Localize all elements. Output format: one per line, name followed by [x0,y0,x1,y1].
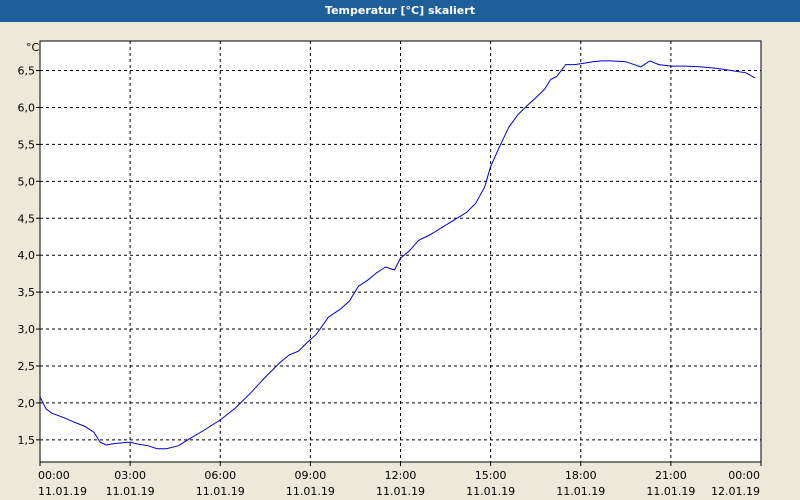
y-tick-label: 3,5 [18,286,36,299]
x-tick-time-label: 09:00 [295,469,327,482]
y-tick-label: 6,0 [18,101,36,114]
x-tick-time-label: 00:00 [728,469,760,482]
x-axis-ticks: 00:00 11.01.19 03:00 11.01.19 06:00 11.01.19 0… [38,462,762,498]
grid [40,41,761,462]
x-tick-date-label: 11.01.19 [646,485,695,498]
y-tick-label: 6,5 [18,65,36,78]
x-tick-time-label: 21:00 [655,469,687,482]
y-tick-label: 4,0 [18,249,36,262]
temperature-chart: 1,5 2,0 2,5 3,0 3,5 4,0 4,5 5,0 5,5 6,0 6,5 00:00 1… [18,40,762,498]
temperature-series-line [39,60,756,450]
y-tick-label: 3,0 [18,323,36,336]
y-tick-label: 1,5 [18,434,36,447]
x-tick-date-label: 11.01.19 [376,485,425,498]
x-tick-date-label: 11.01.19 [106,485,155,498]
x-tick-date-label: 11.01.19 [556,485,605,498]
x-tick-date-label: 12.01.19 [711,485,760,498]
x-tick-time-label: 15:00 [475,469,507,482]
x-tick-time-label: 18:00 [565,469,597,482]
y-tick-label: 5,0 [18,175,36,188]
y-tick-label: 2,0 [18,397,36,410]
y-tick-label: 2,5 [18,360,36,373]
x-tick-time-label: 12:00 [385,469,417,482]
window-title: Temperatur [°C] skaliert [0,0,800,22]
x-tick-date-label: 11.01.19 [466,485,515,498]
x-tick-time-label: 03:00 [114,469,146,482]
x-tick-date-label: 11.01.19 [286,485,335,498]
y-axis-unit-label: °C [26,41,40,54]
y-tick-label: 5,5 [18,138,36,151]
y-axis-ticks: 1,5 2,0 2,5 3,0 3,5 4,0 4,5 5,0 5,5 6,0 6,5 [18,65,40,447]
x-tick-time-label: 00:00 [38,469,70,482]
x-tick-date-label: 11.01.19 [38,485,87,498]
x-tick-time-label: 06:00 [204,469,236,482]
y-tick-label: 4,5 [18,212,36,225]
x-tick-date-label: 11.01.19 [196,485,245,498]
